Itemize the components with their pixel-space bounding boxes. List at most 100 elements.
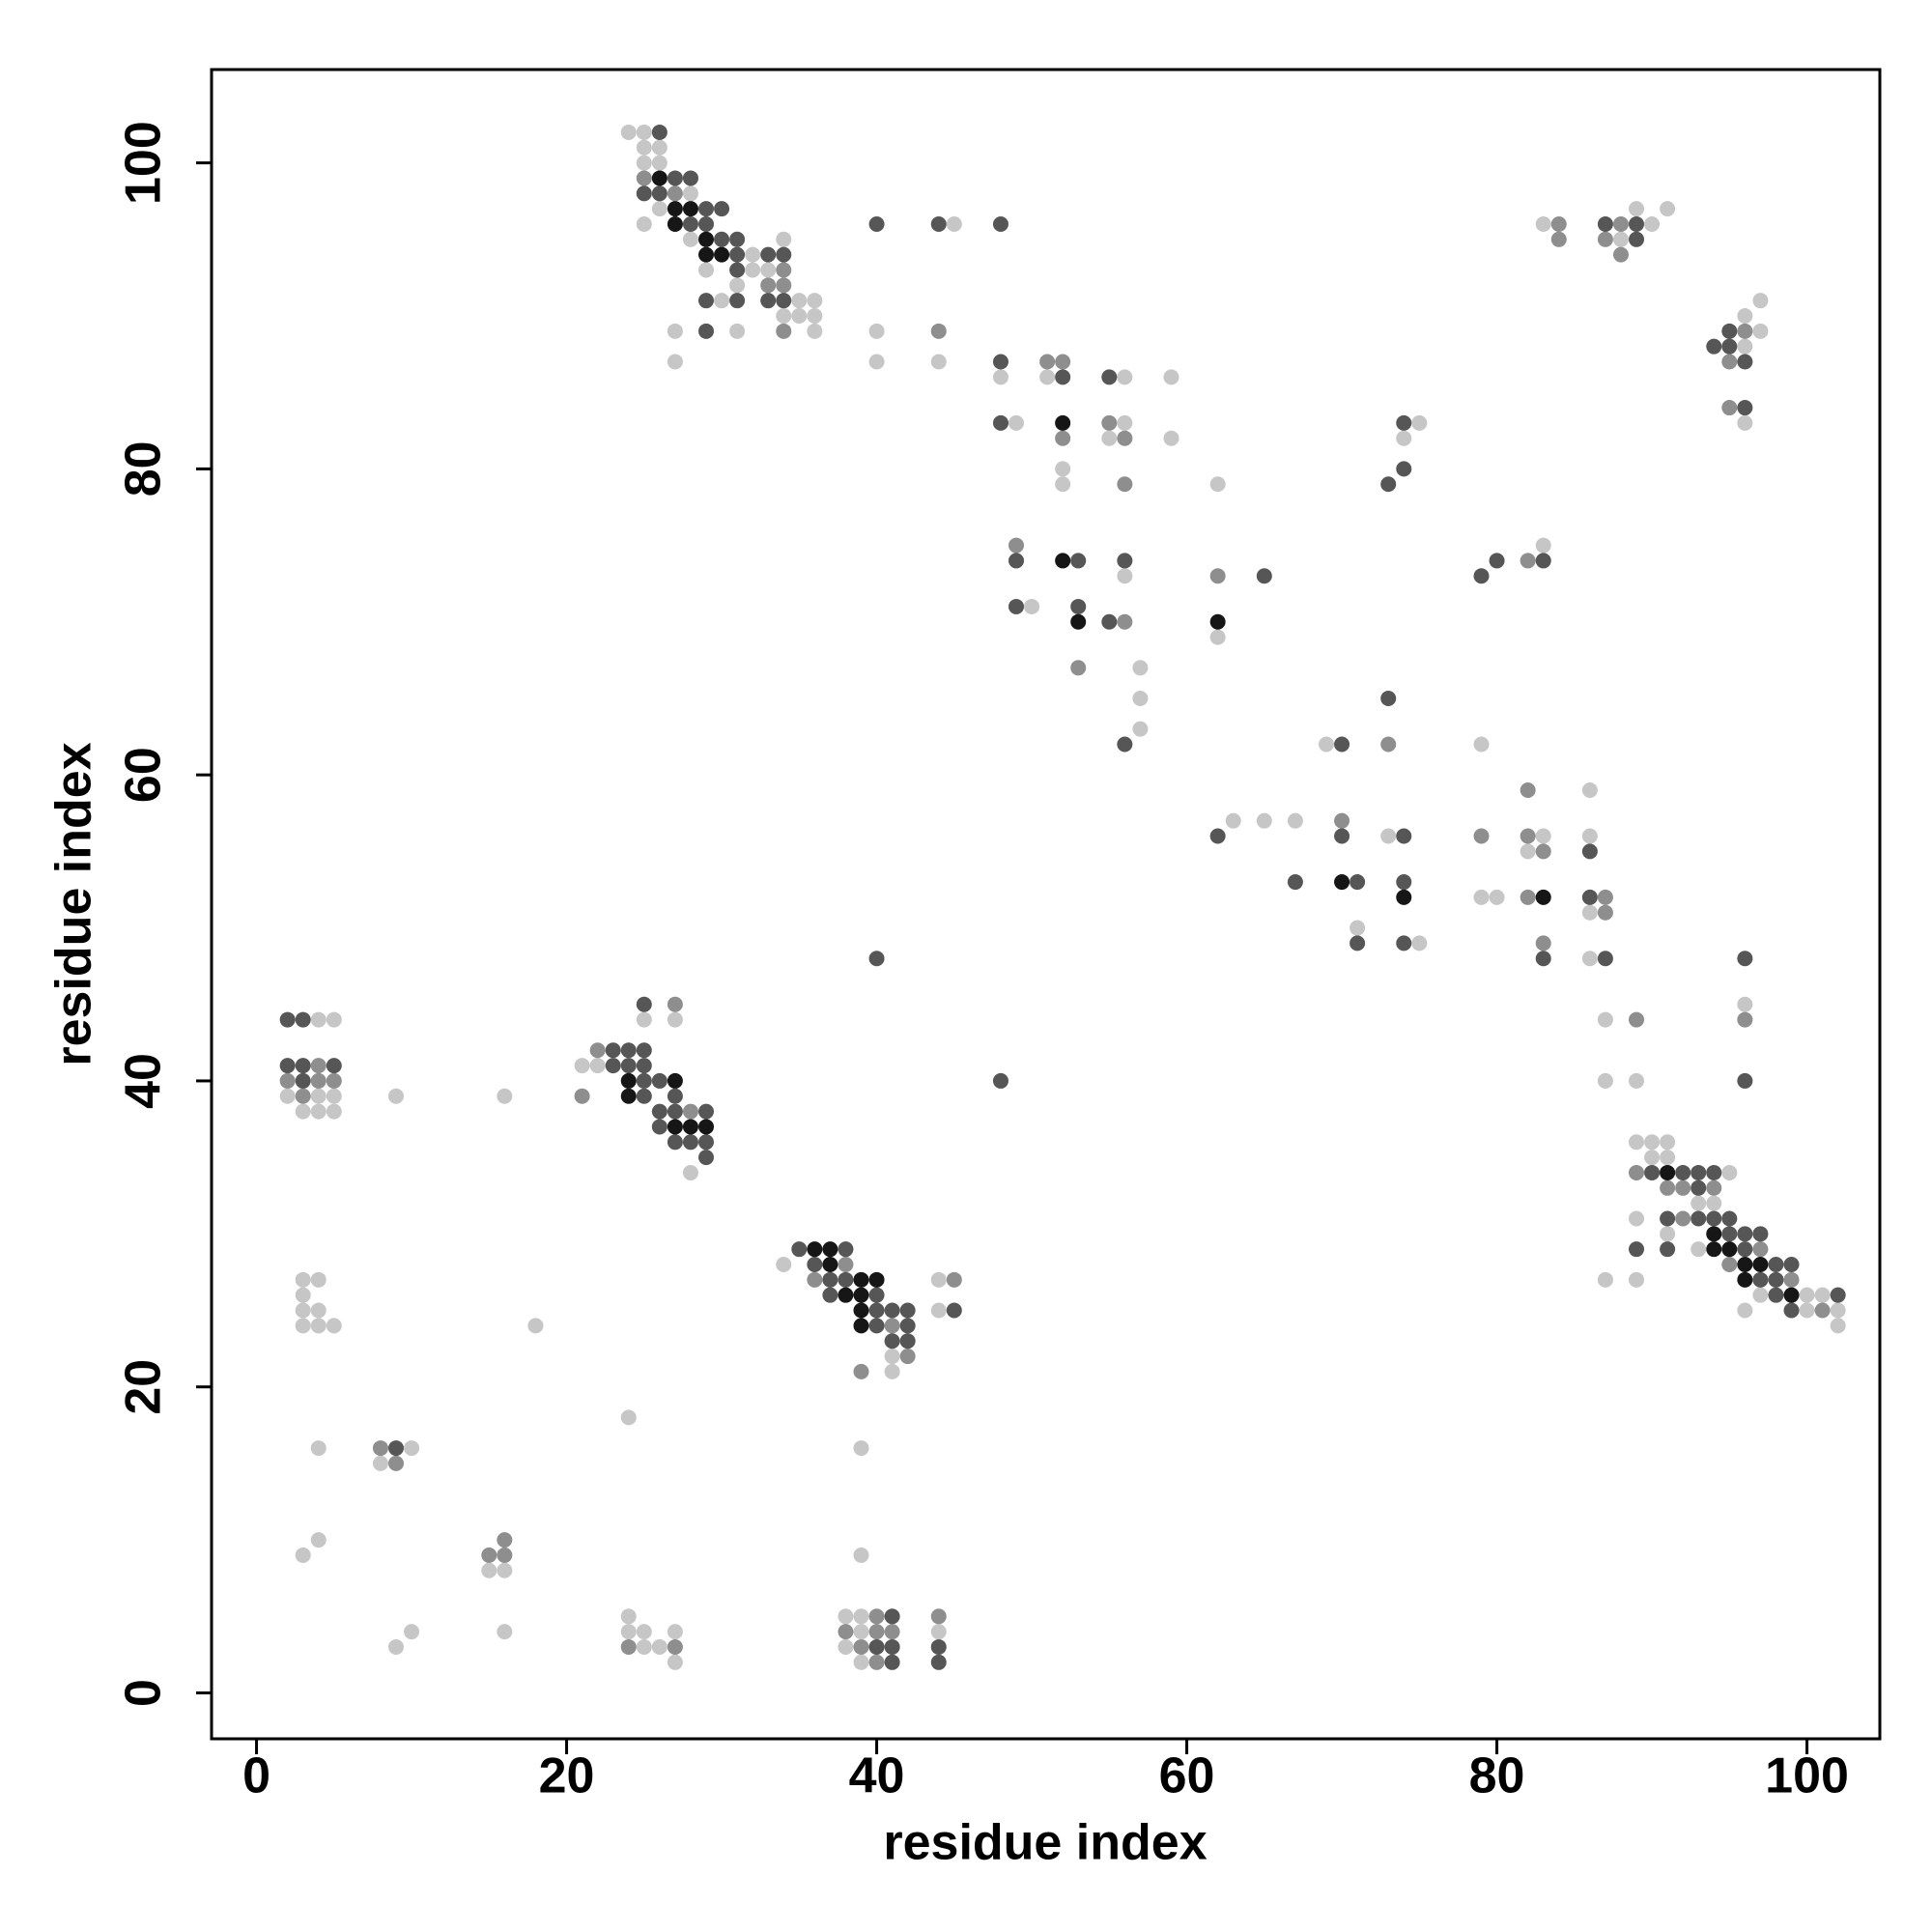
contact-point [497, 1088, 513, 1104]
contact-point [1396, 461, 1412, 477]
contact-point [899, 1349, 916, 1365]
contact-point [1737, 1011, 1753, 1028]
contact-point [1209, 476, 1226, 493]
contact-point [822, 1257, 838, 1273]
contact-point [651, 201, 668, 217]
y-axis-title: residue index [46, 742, 102, 1065]
contact-point [822, 1271, 838, 1288]
contact-point [1612, 215, 1629, 232]
contact-point [682, 1134, 698, 1151]
contact-point [714, 231, 730, 247]
contact-point [1070, 598, 1087, 614]
contact-point [310, 1103, 327, 1120]
contact-point [1334, 812, 1350, 829]
contact-point [868, 1624, 885, 1640]
contact-point [807, 308, 823, 325]
contact-point [1380, 736, 1397, 753]
contact-point [667, 1134, 683, 1151]
x-tick-label: 0 [242, 1748, 270, 1804]
contact-point [884, 1608, 900, 1625]
contact-point [372, 1455, 388, 1471]
contact-point [1814, 1287, 1831, 1303]
contact-point [1660, 1226, 1676, 1242]
contact-point [853, 1271, 869, 1288]
contact-point [651, 124, 668, 140]
contact-point [822, 1287, 838, 1303]
contact-point [729, 262, 746, 278]
contact-point [1396, 430, 1412, 446]
contact-point [1799, 1287, 1815, 1303]
contact-point [667, 170, 683, 186]
contact-point [1737, 400, 1753, 416]
contact-point [574, 1058, 590, 1074]
contact-point [930, 354, 947, 370]
contact-point [620, 1624, 637, 1640]
contact-point [838, 1608, 854, 1625]
contact-point [992, 414, 1009, 431]
contact-point [1473, 736, 1490, 753]
contact-point [1721, 1241, 1738, 1258]
contact-point [1706, 338, 1722, 355]
contact-point [1581, 828, 1598, 844]
contact-point [636, 170, 652, 186]
contact-point [776, 293, 792, 309]
contact-point [589, 1058, 606, 1074]
contact-point [1225, 812, 1241, 829]
contact-point [1660, 1179, 1676, 1196]
contact-point [1752, 323, 1769, 339]
contact-point [1783, 1257, 1800, 1273]
contact-point [1690, 1210, 1707, 1227]
contact-point [279, 1072, 296, 1089]
contact-point [1535, 843, 1551, 860]
contact-point [760, 277, 777, 294]
contact-point [1163, 369, 1179, 385]
contact-point [930, 1271, 947, 1288]
contact-point [636, 185, 652, 202]
contact-point [853, 1624, 869, 1640]
contact-point [1706, 1241, 1722, 1258]
contact-point [1117, 369, 1133, 385]
y-tick-label: 80 [116, 440, 172, 497]
contact-point [1117, 476, 1133, 493]
contact-point [1535, 951, 1551, 967]
contact-point [1473, 889, 1490, 905]
contact-point [698, 231, 715, 247]
contact-point [1752, 1241, 1769, 1258]
contact-point [404, 1624, 420, 1640]
contact-point [1660, 1134, 1676, 1151]
contact-point [1721, 323, 1738, 339]
contact-point [1830, 1287, 1846, 1303]
contact-point [992, 369, 1009, 385]
contact-point [1830, 1318, 1846, 1334]
contact-point [1380, 690, 1397, 706]
contact-point [326, 1318, 342, 1334]
contact-point [698, 1103, 715, 1120]
contact-point [1597, 215, 1613, 232]
contact-point [853, 1318, 869, 1334]
contact-point [698, 1150, 715, 1166]
contact-point [1706, 1164, 1722, 1180]
contact-point [1675, 1210, 1691, 1227]
contact-point [1055, 461, 1071, 477]
contact-point [295, 1011, 311, 1028]
contact-point [682, 201, 698, 217]
contact-point [620, 1058, 637, 1074]
contact-point [698, 246, 715, 263]
contact-point [682, 1164, 698, 1180]
contact-point [1535, 889, 1551, 905]
contact-point [279, 1011, 296, 1028]
contact-point [1396, 828, 1412, 844]
contact-point [1520, 889, 1536, 905]
contact-point [372, 1440, 388, 1457]
contact-point [1737, 308, 1753, 325]
contact-point [992, 354, 1009, 370]
contact-point [1550, 215, 1567, 232]
contact-point [310, 1440, 327, 1457]
contact-point [946, 215, 962, 232]
contact-point [1597, 951, 1613, 967]
contact-point [667, 1654, 683, 1670]
contact-point [1350, 935, 1366, 952]
contact-point [481, 1562, 497, 1578]
contact-point [698, 293, 715, 309]
contact-point [698, 215, 715, 232]
